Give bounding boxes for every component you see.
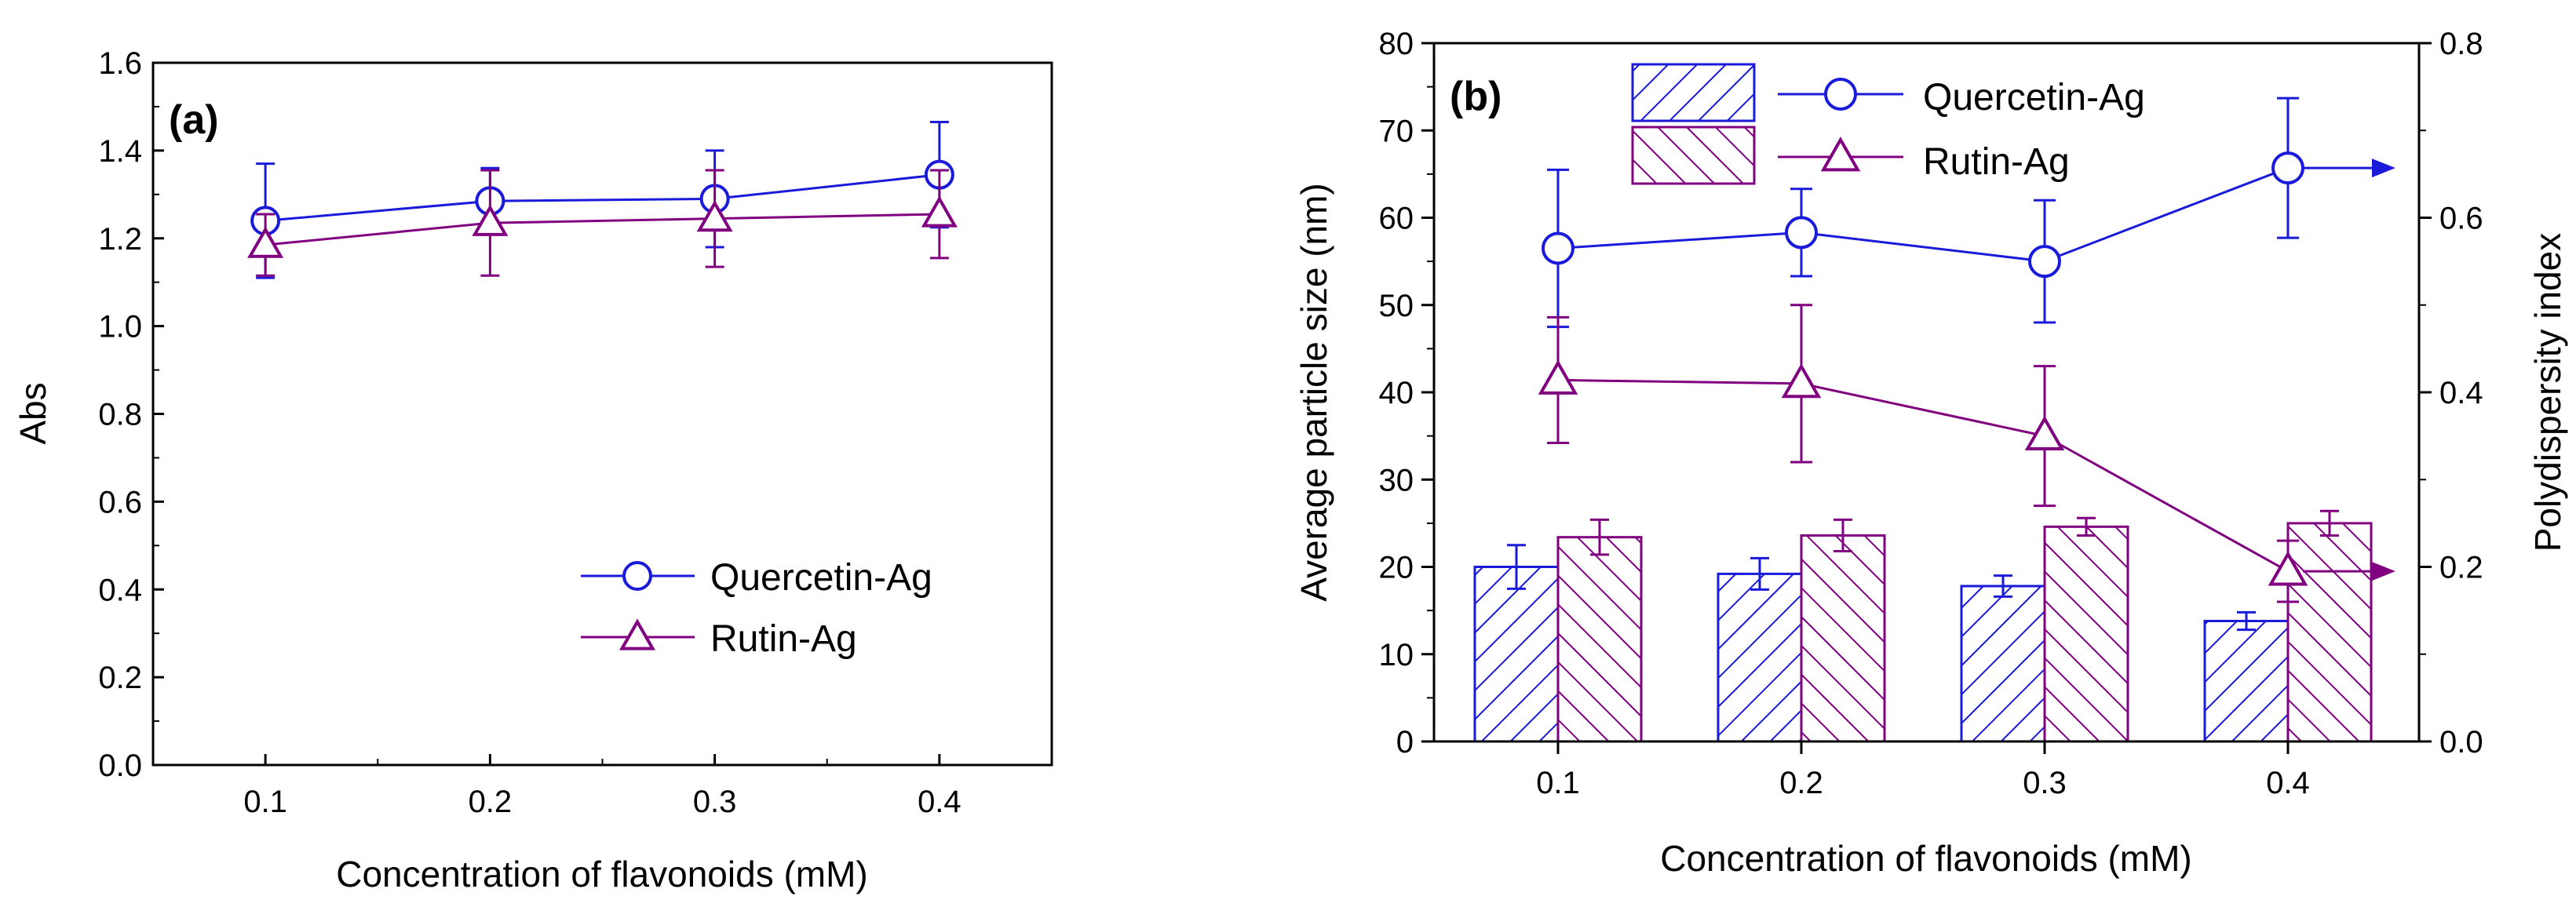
panel-a-ytick-label-4: 0.8 — [98, 398, 142, 432]
panel-b-plot: 0 10 20 30 40 50 60 70 80 0.0 0.2 0.4 0.6 0.8 0.1 0.2 0.… — [1379, 27, 2483, 800]
panel-a: 0.00.20.40.60.81.01.21.41.60.1 0.2 0.3 0.4 … — [13, 46, 1053, 894]
panel-a-ytick-label-0: 0.0 — [98, 749, 142, 783]
panel-b-legend-quercetin-bar-swatch — [1631, 63, 1756, 122]
panel-a-legend: Quercetin-Ag Rutin-Ag — [581, 557, 932, 660]
panel-b-ytick-label-8: 80 — [1379, 27, 1414, 61]
panel-a-legend-rutin-marker — [619, 618, 655, 650]
panel-b-label: (b) — [1450, 74, 1501, 119]
panel-b-legend-quercetin-label: Quercetin-Ag — [1923, 77, 2145, 118]
panel-b-ytick-right-label-3: 0.6 — [2439, 202, 2483, 236]
panel-a-rutin-point-0 — [247, 226, 284, 258]
panel-b-xtick-label-3: 0.4 — [2266, 766, 2310, 800]
panel-a-label: (a) — [169, 97, 219, 143]
panel-a-rutin-line — [265, 213, 940, 246]
panel-a-xtick-label-0: 0.1 — [243, 785, 287, 819]
panel-b-rutin-point-1 — [1781, 362, 1822, 399]
panel-a-ylabel: Abs — [13, 382, 53, 444]
panel-a-quercetin-line — [265, 173, 940, 222]
panel-b-ylabel: Average particle size (nm) — [1293, 183, 1334, 601]
panel-b-xtick-label-2: 0.3 — [2023, 766, 2067, 800]
panel-b-bar-rutin-error-0 — [1590, 518, 1609, 556]
panel-b-ytick-right-label-4: 0.8 — [2439, 27, 2483, 61]
panel-a-rutin-point-2 — [696, 199, 733, 232]
panel-b-ylabel-right: Polydispersity index — [2527, 233, 2568, 552]
panel-b-ytick-label-4: 40 — [1379, 376, 1414, 410]
panel-b-bar-rutin-1 — [1800, 534, 1886, 743]
panel-b-ytick-label-2: 20 — [1379, 551, 1414, 585]
panel-b-rutin-point-3 — [2268, 551, 2308, 586]
panel-b-bar-quercetin-error-2 — [1994, 574, 2012, 598]
panel-b-legend-rutin-marker — [1820, 137, 1861, 172]
panel-b-rutin-point-2 — [2024, 415, 2065, 451]
panel-b-frame — [1432, 42, 2421, 743]
panel-b-ytick-right-label-2: 0.4 — [2439, 376, 2483, 410]
panel-a-xtick-label-3: 0.4 — [918, 785, 961, 819]
panel-a-legend-quercetin-label: Quercetin-Ag — [710, 557, 932, 599]
panel-b-xtick-label-0: 0.1 — [1536, 766, 1580, 800]
panel-b-bar-quercetin-1 — [1717, 572, 1803, 743]
panel-b-ytick-label-5: 50 — [1379, 289, 1414, 323]
panel-b-xtick-label-1: 0.2 — [1779, 766, 1823, 800]
panel-b-bar-quercetin-error-1 — [1750, 556, 1769, 591]
panel-a-ytick-label-7: 1.4 — [98, 134, 142, 169]
panel-a-xlabel: Concentration of flavonoids (mM) — [336, 854, 868, 894]
panel-b-bar-rutin-0 — [1556, 536, 1643, 743]
panel-a-ytick-label-1: 0.2 — [98, 661, 142, 695]
panel-b-rutin-axis-arrow-head — [2372, 562, 2395, 581]
panel-a-rutin-point-1 — [472, 204, 509, 236]
panel-b-bar-quercetin-2 — [1960, 585, 2046, 743]
panel-b-legend-quercetin-marker — [1824, 78, 1857, 111]
panel-a-xtick-label-2: 0.3 — [693, 785, 737, 819]
panel-a-ytick-label-2: 0.4 — [98, 573, 142, 607]
panel-a-ytick-label-3: 0.6 — [98, 485, 142, 519]
panel-b-bar-rutin-error-3 — [2320, 509, 2339, 537]
panel-b-quercetin-point-0 — [1542, 231, 1574, 265]
panel-b: 0 10 20 30 40 50 60 70 80 0.0 0.2 0.4 0.6 0.8 0.1 0.2 0.… — [1293, 27, 2568, 879]
panel-b-ytick-label-6: 60 — [1379, 202, 1414, 236]
panel-b-ytick-right-label-0: 0.0 — [2439, 725, 2483, 760]
panel-b-quercetin-point-1 — [1785, 216, 1818, 250]
panel-b-bar-rutin-2 — [2043, 525, 2129, 743]
panel-b-bar-rutin-3 — [2286, 522, 2373, 743]
panel-a-ytick-label-6: 1.2 — [98, 222, 142, 257]
panel-b-rutin-line — [1557, 378, 2289, 573]
panel-b-quercetin-point-3 — [2271, 151, 2304, 185]
panel-b-ytick-label-3: 30 — [1379, 463, 1414, 497]
panel-b-ytick-label-1: 10 — [1379, 638, 1414, 672]
panel-b-bar-quercetin-0 — [1473, 566, 1560, 743]
panel-a-ytick-label-5: 1.0 — [98, 310, 142, 344]
panel-b-ytick-right-label-1: 0.2 — [2439, 551, 2483, 585]
panel-b-bar-rutin-error-2 — [2077, 516, 2096, 537]
panel-a-plot: 0.0 0.2 0.4 0.6 0.8 1.0 1.2 1.4 1.6 0.1 0.2 0.3 0.4 — [98, 46, 1053, 819]
panel-b-legend: Quercetin-Ag Rutin-Ag — [1631, 63, 2145, 185]
panel-b-bar-quercetin-error-0 — [1507, 544, 1526, 590]
panel-a-legend-rutin-label: Rutin-Ag — [710, 618, 857, 660]
panel-b-quercetin-point-2 — [2028, 245, 2061, 279]
panel-b-legend-rutin-label: Rutin-Ag — [1923, 141, 2070, 183]
panel-b-ytick-label-0: 0 — [1396, 725, 1414, 760]
panel-b-legend-rutin-bar-swatch — [1631, 126, 1756, 185]
panel-b-quercetin-line — [1557, 166, 2289, 263]
panel-b-quercetin-axis-arrow-head — [2372, 158, 2395, 178]
panel-b-xlabel: Concentration of flavonoids (mM) — [1660, 838, 2192, 879]
panel-b-bar-quercetin-3 — [2203, 619, 2290, 743]
panel-b-rutin-point-0 — [1538, 359, 1578, 395]
panel-b-ytick-label-7: 70 — [1379, 114, 1414, 148]
panel-a-frame — [151, 61, 1053, 767]
panel-a-xtick-label-1: 0.2 — [469, 785, 513, 819]
panel-a-rutin-point-3 — [921, 195, 958, 228]
panel-b-bar-rutin-error-1 — [1833, 518, 1852, 552]
panel-b-bar-quercetin-error-3 — [2237, 610, 2256, 632]
panel-a-ytick-label-8: 1.6 — [98, 46, 142, 81]
panel-a-legend-quercetin-marker — [622, 561, 652, 591]
